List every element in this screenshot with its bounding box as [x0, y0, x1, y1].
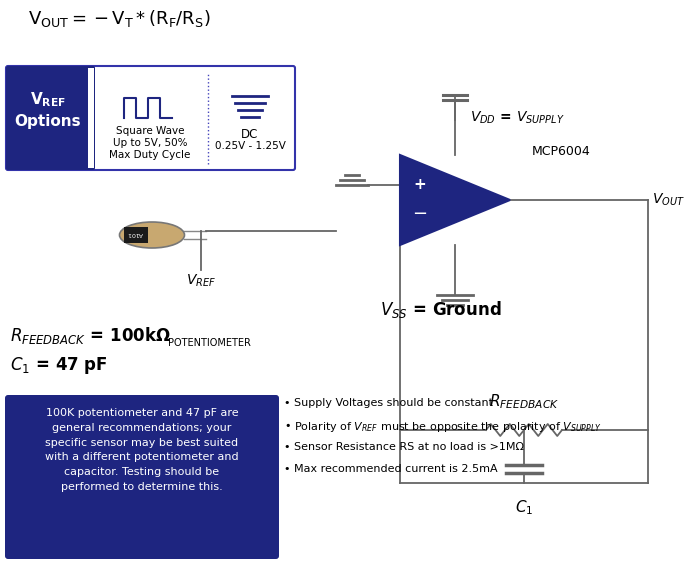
Text: • Max recommended current is 2.5mA: • Max recommended current is 2.5mA	[284, 464, 498, 474]
Text: +: +	[413, 177, 427, 192]
Text: $R_{FEEDBACK}$ = 100kΩ: $R_{FEEDBACK}$ = 100kΩ	[10, 325, 171, 346]
Text: 0.25V - 1.25V: 0.25V - 1.25V	[215, 141, 286, 151]
FancyBboxPatch shape	[6, 66, 95, 170]
Text: Options: Options	[15, 114, 82, 129]
Polygon shape	[400, 155, 510, 245]
Text: Up to 5V, 50%: Up to 5V, 50%	[113, 138, 187, 148]
Text: −: −	[413, 205, 427, 224]
Text: A101: A101	[127, 232, 143, 236]
Text: • Sensor Resistance RS at no load is >1MΩ: • Sensor Resistance RS at no load is >1M…	[284, 442, 524, 452]
Text: $V_{REF}$: $V_{REF}$	[186, 273, 216, 289]
Text: Max Duty Cycle: Max Duty Cycle	[109, 150, 191, 160]
Text: • Polarity of $V_{REF}$ must be opposite the polarity of $V_{SUPPLY}$: • Polarity of $V_{REF}$ must be opposite…	[284, 420, 602, 434]
FancyBboxPatch shape	[5, 395, 279, 559]
Text: MCP6004: MCP6004	[532, 145, 591, 158]
Text: $C_1$: $C_1$	[515, 498, 533, 517]
Text: $C_1$ = 47 pF: $C_1$ = 47 pF	[10, 355, 108, 376]
Text: POTENTIOMETER: POTENTIOMETER	[168, 338, 251, 348]
Text: $R_{FEEDBACK}$: $R_{FEEDBACK}$	[489, 392, 559, 411]
Text: $V_{SS}$ = Ground: $V_{SS}$ = Ground	[380, 300, 502, 320]
Bar	[8, 68, 88, 168]
Text: $V_{DD}$ = $V_{SUPPLY}$: $V_{DD}$ = $V_{SUPPLY}$	[470, 110, 565, 126]
Text: DC: DC	[241, 128, 259, 141]
Bar	[124, 227, 148, 243]
Text: $\mathbf{V_{REF}}$: $\mathbf{V_{REF}}$	[30, 90, 66, 109]
Text: $V_{OUT}$: $V_{OUT}$	[652, 192, 685, 208]
Bar	[88, 68, 94, 168]
Text: • Supply Voltages should be constant: • Supply Voltages should be constant	[284, 398, 493, 408]
Text: $\mathrm{V_{OUT}}$$\mathrm{ = -V_T * (R_F / R_S)}$: $\mathrm{V_{OUT}}$$\mathrm{ = -V_T * (R_…	[28, 8, 210, 29]
Ellipse shape	[119, 222, 185, 248]
Text: 100K potentiometer and 47 pF are
general recommendations; your
specific sensor m: 100K potentiometer and 47 pF are general…	[45, 408, 239, 492]
Text: Square Wave: Square Wave	[116, 126, 184, 136]
FancyBboxPatch shape	[6, 66, 295, 170]
